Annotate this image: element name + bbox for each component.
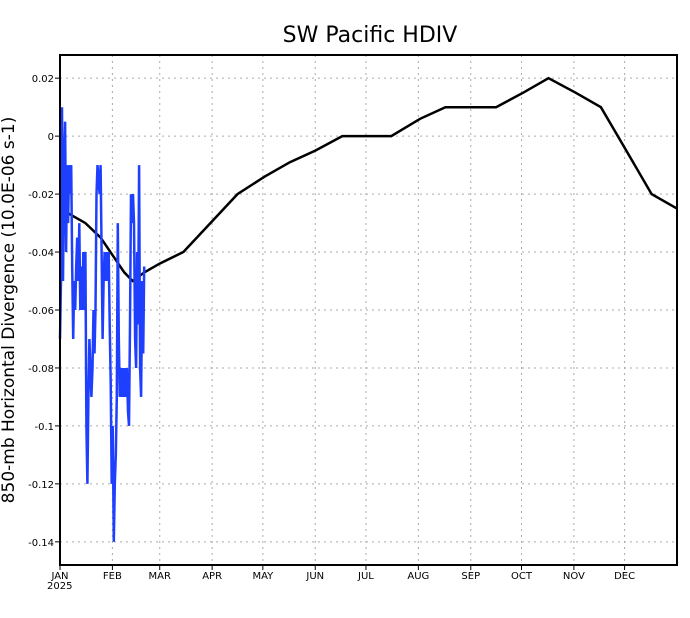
y-tick-label: -0.14: [28, 538, 54, 549]
x-tick-label: NOV: [563, 571, 585, 582]
y-tick-label: -0.06: [28, 306, 54, 317]
gridlines: [60, 55, 677, 565]
x-tick-label: JUL: [357, 571, 374, 582]
x-tick-label: MAR: [149, 571, 171, 582]
x-tick-label: MAY: [252, 571, 274, 582]
y-tick-label: -0.04: [28, 248, 54, 259]
x-tick-label: FEB: [103, 571, 122, 582]
series-lines: [58, 76, 678, 542]
y-tick-label: 0: [48, 132, 54, 143]
y-axis-label: 850-mb Horizontal Divergence (10.0E-06 s…: [0, 117, 19, 504]
chart-title: SW Pacific HDIV: [283, 23, 458, 48]
x-tick-label: APR: [202, 571, 222, 582]
x-tick-label: SEP: [461, 571, 480, 582]
x-tick-label: OCT: [511, 571, 533, 582]
series-line-2025-daily: [58, 107, 146, 542]
x-tick-label: JAN: [50, 571, 68, 582]
series-line-climatology: [59, 76, 678, 283]
x-tick-label: AUG: [407, 571, 429, 582]
y-tick-label: -0.02: [28, 190, 54, 201]
x-tick-label: JUN: [305, 571, 324, 582]
y-tick-label: -0.08: [28, 364, 54, 375]
x-tick-label: DEC: [614, 571, 635, 582]
plot-frame: [59, 54, 678, 566]
y-tick-label: -0.12: [28, 480, 54, 491]
y-tick-label: 0.02: [32, 74, 54, 85]
y-tick-label: -0.1: [34, 422, 54, 433]
year-label: 2025: [47, 581, 72, 592]
axis-ticks: 0.02 0 -0.02 -0.04 -0.06 -0.08 -0.1 -0.12 -0.14 J…: [28, 74, 635, 582]
